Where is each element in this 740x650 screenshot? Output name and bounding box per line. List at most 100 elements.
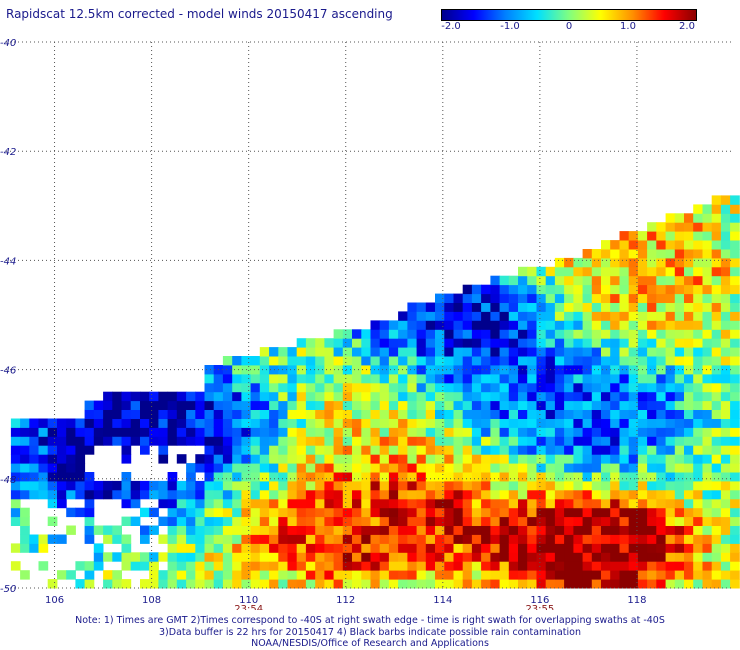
heatmap-cell	[674, 356, 685, 366]
heatmap-cell	[610, 266, 620, 277]
heatmap-cell	[379, 543, 390, 553]
heatmap-cell	[582, 373, 593, 384]
heatmap-cell	[398, 329, 408, 339]
heatmap-cell	[149, 507, 159, 518]
heatmap-cell	[112, 391, 122, 402]
heatmap-cell	[232, 400, 242, 410]
heatmap-cell	[610, 561, 620, 571]
heatmap-cell	[435, 570, 445, 580]
heatmap-cell	[130, 427, 141, 437]
heatmap-cell	[508, 552, 519, 562]
heatmap-cell	[730, 552, 740, 562]
heatmap-cell	[499, 409, 510, 419]
heatmap-cell	[416, 552, 427, 562]
heatmap-cell	[84, 480, 95, 491]
heatmap-cell	[674, 489, 685, 500]
heatmap-cell	[702, 391, 713, 402]
heatmap-cell	[130, 409, 141, 419]
heatmap-cell	[416, 320, 427, 330]
heatmap-cell	[379, 436, 390, 446]
heatmap-cell	[425, 409, 436, 419]
heatmap-cell	[619, 373, 630, 384]
heatmap-cell	[720, 240, 731, 250]
heatmap-cell	[259, 373, 270, 384]
heatmap-cell	[693, 516, 703, 526]
heatmap-cell	[610, 445, 620, 455]
heatmap-cell	[342, 516, 353, 526]
heatmap-cell	[398, 436, 408, 446]
heatmap-cell	[38, 427, 49, 437]
heatmap-cell	[582, 249, 593, 259]
heatmap-cell	[407, 454, 418, 464]
heatmap-cell	[398, 498, 408, 509]
heatmap-cell	[66, 436, 76, 446]
heatmap-cell	[435, 320, 445, 330]
heatmap-cell	[536, 507, 547, 518]
heatmap-cell	[195, 543, 205, 553]
heatmap-cell	[656, 240, 666, 250]
heatmap-cell	[149, 409, 159, 419]
heatmap-cell	[379, 507, 390, 518]
heatmap-cell	[564, 561, 574, 571]
heatmap-cell	[241, 552, 252, 562]
heatmap-cell	[545, 427, 556, 437]
heatmap-cell	[554, 561, 565, 571]
heatmap-cell	[545, 507, 556, 518]
heatmap-cell	[601, 257, 611, 268]
heatmap-cell	[564, 302, 574, 312]
heatmap-cell	[176, 561, 187, 571]
heatmap-cell	[444, 561, 454, 571]
heatmap-cell	[591, 347, 602, 357]
heatmap-cell	[204, 489, 215, 500]
heatmap-cell	[720, 329, 731, 339]
heatmap-cell	[527, 498, 537, 509]
heatmap-cell	[564, 382, 574, 393]
heatmap-cell	[462, 365, 473, 375]
heatmap-cell	[647, 302, 657, 312]
heatmap-cell	[241, 400, 252, 410]
heatmap-cell	[195, 516, 205, 526]
heatmap-cell	[647, 373, 657, 384]
heatmap-cell	[554, 570, 565, 580]
heatmap-cell	[342, 454, 353, 464]
heatmap-cell	[591, 543, 602, 553]
heatmap-cell	[481, 498, 491, 509]
heatmap-cell	[665, 409, 676, 419]
heatmap-cell	[140, 400, 150, 410]
heatmap-cell	[416, 525, 427, 535]
heatmap-cell	[379, 534, 390, 544]
heatmap-cell	[711, 507, 722, 518]
heatmap-cell	[610, 329, 620, 339]
heatmap-cell	[564, 275, 574, 286]
heatmap-cell	[388, 534, 399, 544]
heatmap-cell	[573, 552, 584, 562]
heatmap-cell	[444, 356, 454, 366]
heatmap-cell	[352, 391, 362, 402]
heatmap-cell	[508, 445, 519, 455]
heatmap-cell	[730, 436, 740, 446]
heatmap-cell	[222, 391, 233, 402]
heatmap-cell	[702, 472, 713, 482]
heatmap-cell	[490, 489, 501, 500]
heatmap-cell	[204, 525, 215, 535]
heatmap-cell	[711, 302, 722, 312]
heatmap-cell	[462, 400, 473, 410]
heatmap-cell	[103, 391, 113, 402]
heatmap-cell	[536, 329, 547, 339]
heatmap-cell	[195, 436, 205, 446]
heatmap-cell	[370, 454, 381, 464]
heatmap-cell	[730, 534, 740, 544]
heatmap-cell	[693, 284, 703, 295]
heatmap-cell	[619, 436, 630, 446]
heatmap-cell	[425, 480, 436, 491]
heatmap-cell	[296, 454, 307, 464]
heatmap-cell	[453, 409, 464, 419]
heatmap-cell	[29, 480, 39, 491]
heatmap-cell	[121, 409, 132, 419]
heatmap-cell	[444, 516, 454, 526]
heatmap-cell	[702, 463, 713, 473]
heatmap-cell	[140, 579, 150, 589]
heatmap-cell	[259, 498, 270, 509]
heatmap-cell	[711, 570, 722, 580]
heatmap-cell	[702, 356, 713, 366]
